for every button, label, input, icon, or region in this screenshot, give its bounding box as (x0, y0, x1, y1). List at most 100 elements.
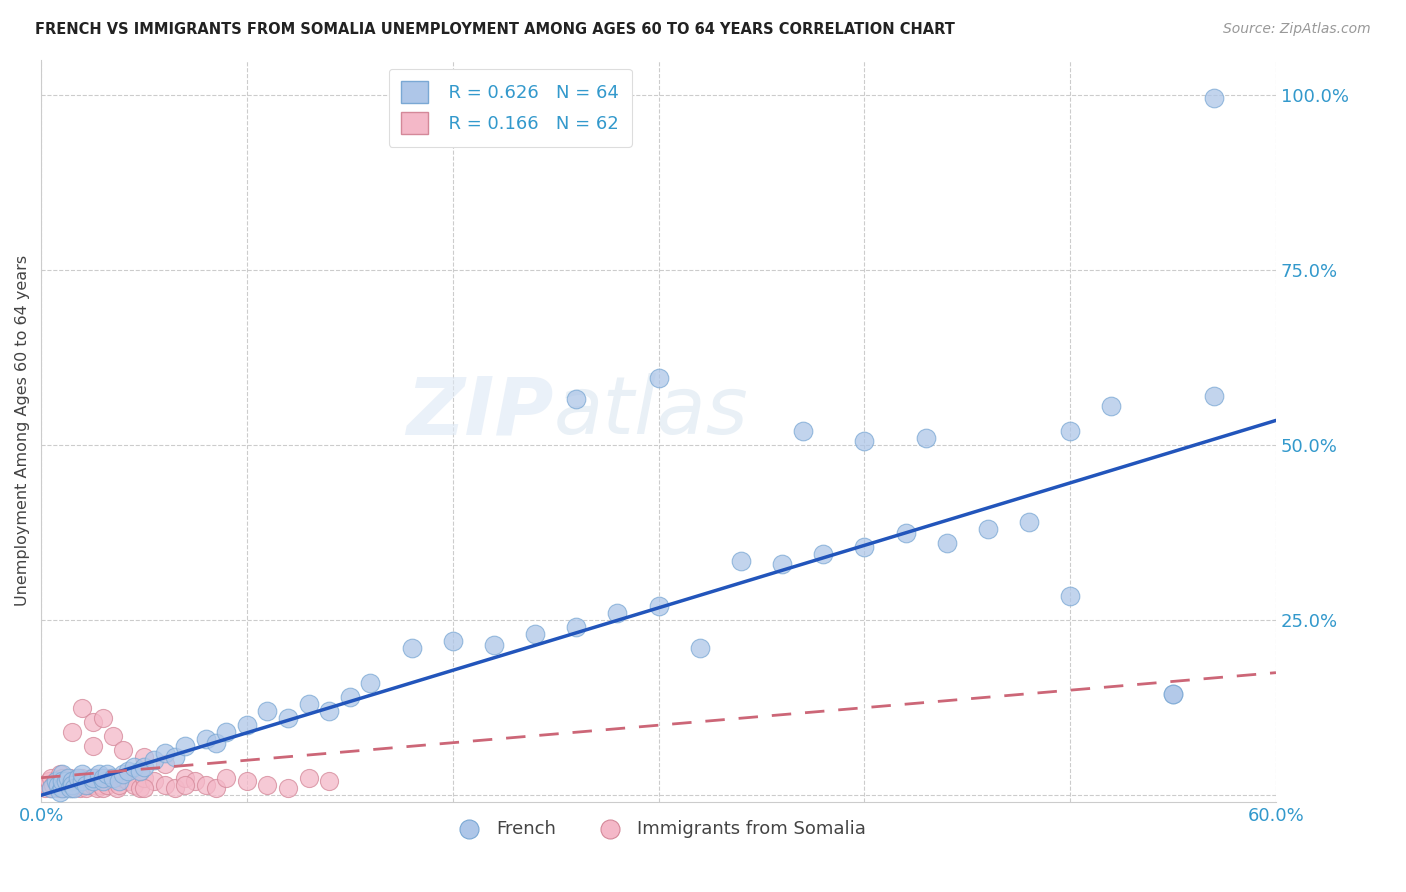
Point (72, 778, 94, 792)
Point (977, 522, 1000, 536)
Point (41, 771, 63, 785)
Point (65, 774, 87, 789)
Point (277, 711, 299, 725)
Point (339, 690, 361, 705)
Point (72, 767, 94, 781)
Point (37, 778, 59, 792)
Point (82, 778, 104, 792)
Point (96, 778, 118, 792)
Point (67, 771, 90, 785)
Point (318, 704, 340, 718)
Point (565, 392, 588, 407)
Point (194, 778, 217, 792)
Point (51, 767, 73, 781)
Point (318, 774, 340, 789)
Point (41, 781, 63, 796)
Point (79, 771, 101, 785)
Point (298, 697, 321, 711)
Point (1059, 589, 1081, 603)
Point (174, 771, 197, 785)
Point (60, 781, 83, 796)
Point (38, 774, 60, 789)
Text: FRENCH VS IMMIGRANTS FROM SOMALIA UNEMPLOYMENT AMONG AGES 60 TO 64 YEARS CORRELA: FRENCH VS IMMIGRANTS FROM SOMALIA UNEMPL… (35, 22, 955, 37)
Point (41, 781, 63, 796)
Point (174, 739, 197, 754)
Point (98, 771, 121, 785)
Point (82, 714, 104, 729)
Point (51, 771, 73, 785)
Point (63, 781, 86, 796)
Point (935, 536, 957, 550)
Point (730, 553, 752, 567)
Point (298, 771, 321, 785)
Point (112, 742, 135, 756)
Point (91, 771, 114, 785)
Point (90, 778, 112, 792)
Point (117, 774, 139, 789)
Point (72, 774, 94, 789)
Point (87, 774, 110, 789)
Point (129, 781, 152, 796)
Point (60, 774, 83, 789)
Point (894, 525, 917, 540)
Point (87, 767, 110, 781)
Point (606, 606, 628, 620)
Point (1161, 687, 1184, 701)
Point (441, 634, 464, 648)
Point (129, 764, 152, 778)
Point (105, 781, 128, 796)
Point (69, 781, 91, 796)
Point (915, 431, 938, 445)
Point (153, 746, 176, 760)
Point (72, 771, 94, 785)
Point (51, 774, 73, 789)
Point (792, 424, 814, 438)
Point (482, 638, 505, 652)
Point (1204, 389, 1226, 403)
Point (101, 774, 124, 789)
Point (117, 764, 139, 778)
Point (63, 778, 86, 792)
Point (1099, 400, 1122, 414)
Point (48, 785, 70, 799)
Point (82, 774, 104, 789)
Point (112, 771, 135, 785)
Point (194, 732, 217, 747)
Point (122, 778, 145, 792)
Point (44, 774, 66, 789)
Point (359, 676, 381, 690)
Point (60, 774, 83, 789)
Point (46, 778, 69, 792)
Point (811, 547, 834, 561)
Point (256, 704, 278, 718)
Point (108, 778, 131, 792)
Point (75, 778, 97, 792)
Point (94, 774, 117, 789)
Y-axis label: Unemployment Among Ages 60 to 64 years: Unemployment Among Ages 60 to 64 years (15, 255, 30, 607)
Point (132, 760, 155, 774)
Point (60, 778, 83, 792)
Text: ZIP: ZIP (406, 374, 554, 451)
Point (83, 771, 105, 785)
Point (174, 778, 197, 792)
Point (524, 627, 547, 641)
Point (1204, 91, 1226, 105)
Point (67, 771, 90, 785)
Point (46, 781, 69, 796)
Point (59, 771, 82, 785)
Point (853, 434, 876, 449)
Point (82, 774, 104, 789)
Point (256, 778, 278, 792)
Point (132, 771, 155, 785)
Point (101, 729, 124, 743)
Point (82, 739, 104, 754)
Point (51, 778, 73, 792)
Point (112, 767, 135, 781)
Point (689, 641, 711, 656)
Point (34, 781, 56, 796)
Point (91, 771, 114, 785)
Point (153, 778, 176, 792)
Point (184, 774, 207, 789)
Point (143, 753, 166, 767)
Point (77, 778, 100, 792)
